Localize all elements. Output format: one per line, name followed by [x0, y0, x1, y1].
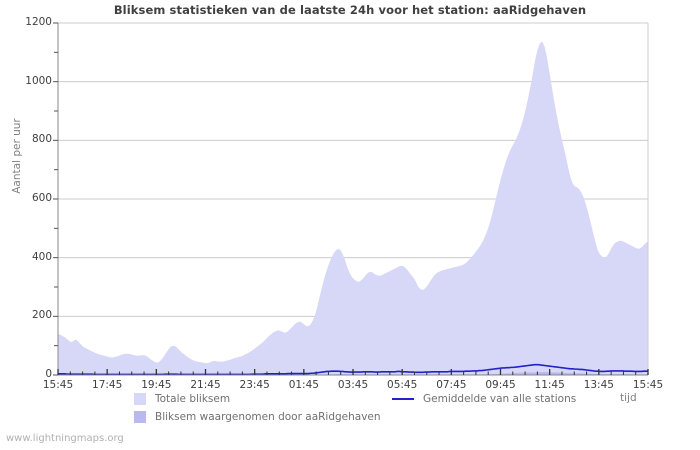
x-tick-label: 01:45	[288, 379, 319, 391]
x-tick-label: 15:45	[42, 379, 74, 391]
legend-swatch-total	[134, 393, 146, 405]
legend-line-average	[392, 398, 414, 400]
x-axis-label: tijd	[620, 392, 637, 404]
footer-credit: www.lightningmaps.org	[6, 433, 124, 444]
x-tick-label: 09:45	[485, 379, 516, 391]
y-axis-tick-labels: 0 200 400 600 800 1000 1200	[0, 0, 52, 450]
legend-label-station: Bliksem waargenomen door aaRidgehaven	[155, 411, 381, 423]
x-tick-label: 21:45	[190, 379, 221, 391]
x-tick-label: 17:45	[92, 379, 123, 391]
series-area-total	[58, 41, 648, 376]
x-tick-label: 23:45	[239, 379, 270, 391]
x-tick-label: 07:45	[436, 379, 467, 391]
x-tick-label: 15:45	[632, 379, 664, 391]
x-tick-label: 11:45	[534, 379, 565, 391]
legend-entry-average: Gemiddelde van alle stations	[392, 393, 576, 405]
legend-label-total: Totale bliksem	[155, 393, 231, 405]
y-tick-label: 800	[31, 133, 52, 146]
chart-title: Bliksem statistieken van de laatste 24h …	[113, 3, 587, 17]
legend-label-average: Gemiddelde van alle stations	[423, 393, 577, 405]
x-tick-label: 03:45	[337, 379, 369, 391]
y-tick-label: 600	[31, 192, 52, 204]
legend-entry-station: Bliksem waargenomen door aaRidgehaven	[134, 411, 381, 423]
y-tick-label: 1200	[25, 16, 52, 28]
x-tick-label: 19:45	[141, 379, 172, 391]
legend-swatch-station	[134, 411, 146, 423]
y-tick-label: 0	[45, 368, 52, 380]
y-tick-label: 400	[31, 250, 52, 263]
y-tick-label: 200	[31, 309, 52, 322]
x-tick-label: 13:45	[583, 379, 614, 391]
legend-entry-total: Totale bliksem	[134, 393, 230, 405]
x-tick-label: 05:45	[387, 379, 418, 391]
y-tick-label: 1000	[25, 74, 52, 87]
